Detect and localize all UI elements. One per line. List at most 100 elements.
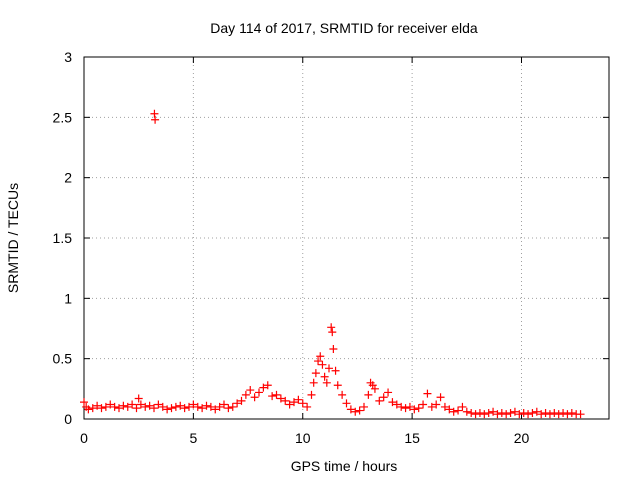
data-point: [392, 400, 401, 409]
data-point: [211, 405, 220, 414]
y-axis-label: SRMTID / TECUs: [5, 183, 21, 293]
data-point: [246, 386, 255, 395]
data-points: [80, 109, 585, 419]
data-point: [307, 390, 316, 399]
data-point: [475, 408, 484, 417]
data-point: [449, 407, 458, 416]
data-point: [471, 410, 480, 419]
data-point: [454, 406, 463, 415]
data-point: [309, 378, 318, 387]
data-point: [193, 402, 202, 411]
data-point: [515, 410, 524, 419]
data-point: [405, 402, 414, 411]
data-point: [419, 400, 428, 409]
data-point: [559, 408, 568, 417]
data-point: [333, 381, 342, 390]
data-point: [364, 390, 373, 399]
data-point: [375, 396, 384, 405]
data-point: [263, 381, 272, 390]
data-point: [484, 408, 493, 417]
data-point: [327, 323, 336, 332]
data-point: [370, 384, 379, 393]
data-point: [202, 401, 211, 410]
data-point: [123, 402, 132, 411]
data-point: [325, 364, 333, 373]
data-point: [237, 396, 246, 405]
data-point: [467, 408, 476, 417]
data-point: [388, 398, 397, 407]
data-point: [401, 404, 410, 413]
data-point: [316, 352, 325, 361]
data-point: [462, 407, 471, 416]
data-point: [318, 360, 327, 369]
data-point: [110, 402, 119, 411]
data-point: [215, 402, 224, 411]
data-point: [115, 404, 123, 413]
x-tick-label: 10: [295, 430, 311, 446]
data-point: [567, 408, 576, 417]
data-point: [397, 402, 406, 411]
data-point: [338, 390, 347, 399]
data-point: [298, 399, 307, 408]
data-point: [355, 406, 364, 415]
data-point: [154, 400, 163, 409]
data-point: [259, 383, 268, 392]
data-point: [480, 410, 489, 419]
data-point: [276, 394, 285, 403]
data-point: [331, 366, 340, 375]
data-point: [80, 398, 88, 407]
data-point: [171, 402, 180, 411]
data-point: [180, 404, 189, 413]
data-point: [519, 408, 528, 417]
data-point: [281, 396, 290, 405]
data-point: [414, 404, 423, 413]
data-point: [497, 408, 506, 417]
data-point: [489, 407, 498, 416]
data-point: [410, 405, 419, 414]
data-point: [206, 402, 215, 411]
data-point: [384, 388, 393, 397]
data-point: [290, 398, 298, 407]
data-point: [145, 401, 154, 410]
data-point: [440, 402, 449, 411]
data-point: [445, 405, 454, 414]
data-point: [88, 404, 97, 413]
data-point: [233, 399, 242, 408]
data-point: [554, 410, 563, 419]
data-point: [537, 410, 546, 419]
y-tick-label: 2: [64, 170, 72, 186]
data-point: [189, 400, 198, 409]
data-point: [550, 408, 559, 417]
data-point: [185, 402, 193, 411]
data-point: [141, 402, 150, 411]
y-tick-label: 2.5: [53, 109, 73, 125]
data-point: [427, 402, 436, 411]
data-point: [167, 404, 176, 413]
data-point: [151, 115, 160, 124]
data-point: [329, 345, 338, 354]
data-point: [360, 402, 368, 411]
data-point: [84, 405, 93, 414]
data-point: [224, 404, 233, 413]
data-point: [97, 404, 106, 413]
grid: [84, 57, 609, 419]
data-point: [285, 400, 294, 409]
x-tick-label: 5: [189, 430, 197, 446]
data-point: [524, 410, 533, 419]
y-tick-label: 0: [64, 411, 72, 427]
data-point: [268, 392, 277, 401]
x-tick-label: 20: [514, 430, 530, 446]
data-point: [93, 401, 102, 410]
data-point: [119, 401, 128, 410]
data-point: [432, 400, 441, 409]
data-point: [545, 410, 554, 419]
x-tick-label: 0: [80, 430, 88, 446]
data-point: [532, 407, 541, 416]
data-point: [351, 407, 360, 416]
data-point: [136, 400, 145, 409]
data-point: [150, 404, 158, 413]
y-tick-label: 3: [64, 49, 72, 65]
data-point: [158, 402, 167, 411]
data-point: [576, 410, 585, 419]
